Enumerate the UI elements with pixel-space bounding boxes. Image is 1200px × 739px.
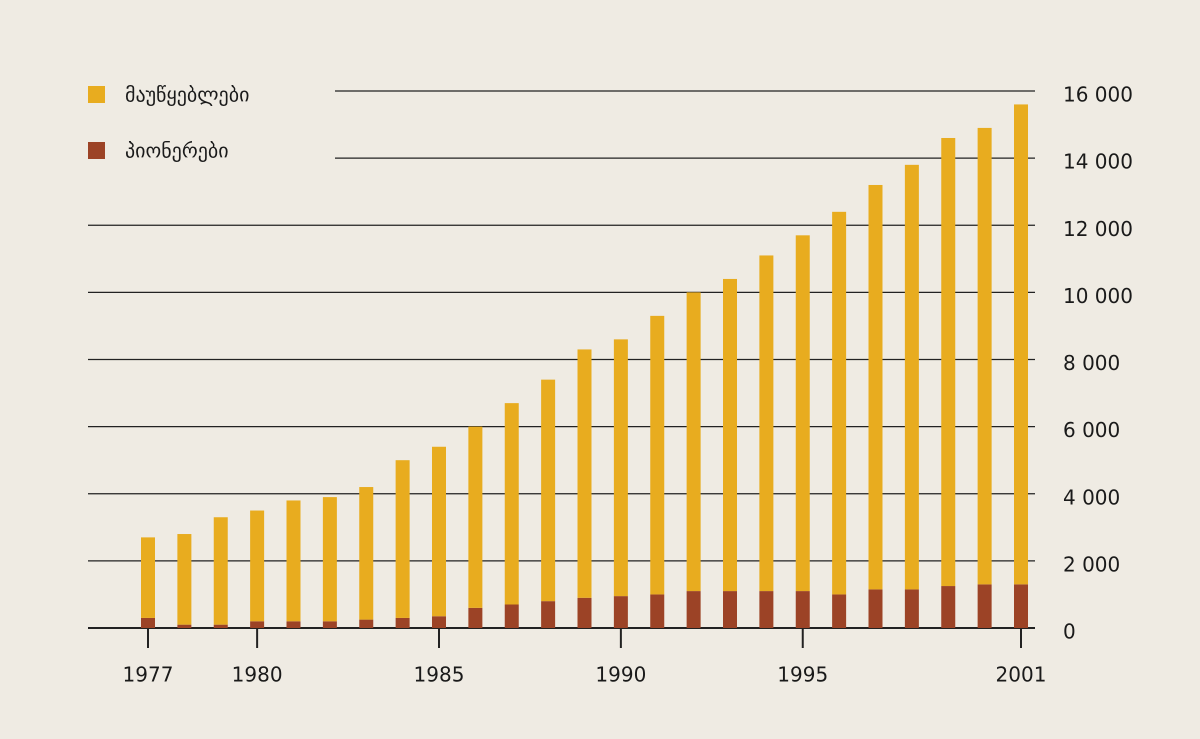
bar-segment xyxy=(322,621,337,628)
bar-segment xyxy=(504,403,519,605)
bar-segment xyxy=(1014,584,1028,628)
y-tick-label: 14 000 xyxy=(1063,150,1133,174)
bar-segment xyxy=(613,339,628,597)
bar-segment xyxy=(359,487,374,620)
bar-segment xyxy=(686,292,701,592)
bar-segment xyxy=(977,127,992,585)
y-tick-label: 12 000 xyxy=(1063,217,1133,241)
bar-segment xyxy=(904,589,919,628)
bar-segment xyxy=(759,591,774,628)
bar-segment xyxy=(286,621,301,628)
bar-segment xyxy=(795,591,810,628)
bar-segment xyxy=(832,211,847,595)
bar-segment xyxy=(541,379,556,602)
bar-segment xyxy=(286,500,301,622)
x-tick-label: 1980 xyxy=(232,663,283,687)
bar-segment xyxy=(723,278,737,592)
legend-swatch xyxy=(88,86,105,103)
y-tick-label: 10 000 xyxy=(1063,284,1133,308)
bar-segment xyxy=(141,537,155,618)
y-tick-label: 16 000 xyxy=(1063,83,1133,107)
x-tick-label: 1977 xyxy=(123,663,174,687)
bar-segment xyxy=(250,510,265,622)
y-tick-label: 6 000 xyxy=(1063,418,1120,442)
x-tick-label: 1990 xyxy=(595,663,646,687)
bar-segment xyxy=(613,596,628,628)
bar-segment xyxy=(541,601,556,628)
bar-segment xyxy=(177,534,192,625)
bar-segment xyxy=(359,619,374,628)
bar-segment xyxy=(650,315,665,595)
legend-label: მაუწყებლები xyxy=(125,83,249,107)
bar-segment xyxy=(141,617,155,628)
y-tick-label: 4 000 xyxy=(1063,485,1120,509)
bar-segment xyxy=(723,591,737,628)
bar-segment xyxy=(941,137,956,587)
bar-segment xyxy=(686,591,701,628)
legend-swatch xyxy=(88,142,105,159)
bar-segment xyxy=(977,584,992,628)
bar-segment xyxy=(468,426,483,608)
bar-segment xyxy=(941,586,956,628)
y-tick-label: 8 000 xyxy=(1063,351,1120,375)
bar-segment xyxy=(759,255,774,592)
bar-segment xyxy=(213,624,228,628)
bar-segment xyxy=(322,497,337,622)
bar-segment xyxy=(432,616,446,628)
bar-segment xyxy=(577,349,592,598)
bar-segment xyxy=(904,164,919,590)
legend-label: პიონერები xyxy=(125,139,229,163)
bar-segment xyxy=(177,624,192,628)
bar-segment xyxy=(832,594,847,628)
bar-segment xyxy=(395,617,410,628)
x-tick-label: 1985 xyxy=(414,663,465,687)
y-tick-label: 2 000 xyxy=(1063,552,1120,576)
x-tick-label: 2001 xyxy=(996,663,1047,687)
x-tick-label: 1995 xyxy=(777,663,828,687)
bar-segment xyxy=(213,517,228,625)
bar-segment xyxy=(1014,104,1028,585)
bar-segment xyxy=(468,607,483,628)
bar-segment xyxy=(250,621,265,628)
bar-segment xyxy=(577,597,592,628)
bar-segment xyxy=(504,604,519,628)
bar-segment xyxy=(868,184,883,590)
bar-segment xyxy=(795,235,810,592)
bar-segment xyxy=(432,446,446,617)
bar-segment xyxy=(395,460,410,618)
bar-segment xyxy=(650,594,665,628)
bar-segment xyxy=(868,589,883,628)
y-tick-label: 0 xyxy=(1063,620,1076,644)
